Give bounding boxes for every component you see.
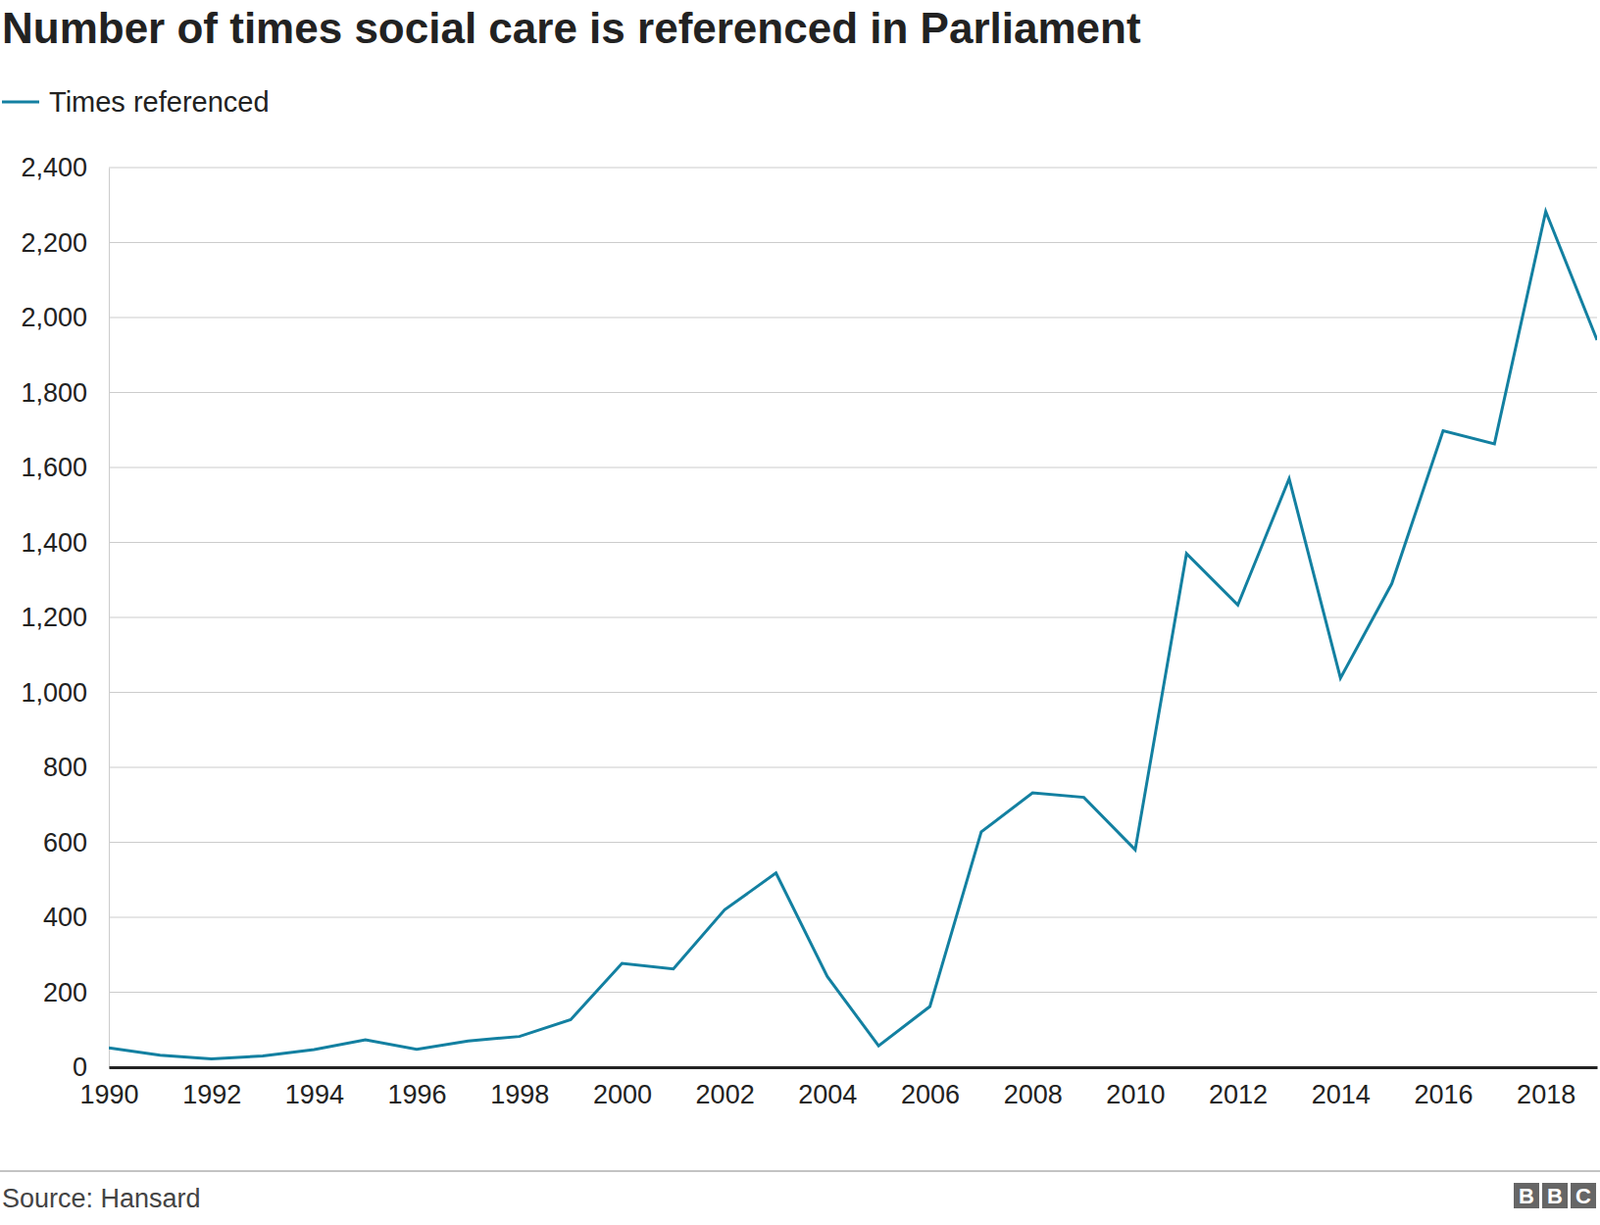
x-tick: 2006 — [900, 1067, 960, 1110]
footer-rule — [0, 1171, 1600, 1173]
y-tick-label: 2,000 — [20, 302, 88, 333]
legend: Times referenced — [1, 86, 270, 118]
y-tick: 1,400 — [20, 528, 109, 558]
grid-line — [108, 842, 1598, 844]
y-tick: 2,400 — [20, 152, 109, 183]
x-axis-line — [109, 1066, 1599, 1070]
y-tick-label: 1,800 — [20, 378, 88, 408]
grid-line — [108, 242, 1598, 244]
y-tick-label: 200 — [43, 978, 88, 1008]
grid-line — [108, 167, 1598, 169]
x-tick: 1996 — [388, 1067, 448, 1110]
y-tick: 600 — [43, 828, 109, 858]
logo-box — [1513, 1183, 1540, 1209]
x-tick-label: 2014 — [1311, 1080, 1371, 1110]
grid-line — [108, 392, 1598, 394]
legend-label: Times referenced — [49, 86, 270, 118]
grid-line — [108, 992, 1598, 994]
data-line — [108, 211, 1598, 1060]
y-tick: 2,000 — [20, 302, 109, 333]
grid-line — [108, 317, 1598, 319]
x-tick-label: 1996 — [388, 1080, 448, 1110]
x-tick-label: 2016 — [1413, 1080, 1473, 1110]
y-tick: 1,000 — [20, 678, 109, 708]
grid-line — [108, 692, 1598, 694]
chart: Number of times social care is reference… — [0, 0, 1600, 1225]
grid-line — [108, 767, 1598, 769]
y-tick-label: 0 — [72, 1052, 88, 1083]
x-tick-label: 2006 — [900, 1080, 960, 1110]
y-tick: 800 — [43, 752, 109, 783]
logo: BBC — [1513, 1183, 1597, 1209]
grid-line — [108, 1067, 1598, 1069]
y-axis: 0 200 400 600 800 1,000 1,200 1,400 1,600 1,800 2,… — [20, 152, 109, 1083]
x-tick: 2008 — [1003, 1067, 1063, 1110]
y-tick: 1,200 — [20, 602, 109, 633]
y-tick: 200 — [43, 978, 109, 1008]
y-tick-label: 600 — [43, 828, 88, 858]
x-tick-label: 1994 — [285, 1080, 345, 1110]
x-tick-label: 2008 — [1003, 1080, 1063, 1110]
logo-box — [1570, 1183, 1597, 1209]
y-tick-label: 1,000 — [20, 678, 88, 708]
y-axis-line — [108, 168, 110, 1069]
y-tick-label: 1,400 — [20, 528, 88, 558]
y-tick-label: 2,200 — [20, 228, 88, 258]
x-tick-label: 2018 — [1516, 1080, 1576, 1110]
x-tick-label: 1992 — [182, 1080, 242, 1110]
x-tick: 1992 — [182, 1067, 242, 1110]
x-tick-label: 2010 — [1105, 1080, 1165, 1110]
x-tick: 1990 — [79, 1067, 139, 1110]
y-tick: 2,200 — [20, 228, 109, 258]
x-tick: 2004 — [798, 1067, 857, 1110]
x-tick-label: 2000 — [593, 1080, 652, 1110]
x-tick: 2010 — [1105, 1067, 1165, 1110]
y-tick: 1,800 — [20, 378, 109, 408]
x-tick-label: 2004 — [798, 1080, 857, 1110]
x-tick: 1998 — [490, 1067, 550, 1110]
grid-line — [108, 917, 1598, 919]
x-tick: 2014 — [1311, 1067, 1371, 1110]
title: Number of times social care is reference… — [1, 3, 1142, 52]
grid — [108, 167, 1598, 1068]
x-tick: 2002 — [696, 1067, 755, 1110]
y-tick: 0 — [72, 1052, 109, 1083]
x-tick: 2016 — [1413, 1067, 1473, 1110]
x-tick: 2012 — [1208, 1067, 1268, 1110]
x-tick: 2018 — [1516, 1067, 1576, 1110]
x-tick-label: 2002 — [696, 1080, 755, 1110]
x-tick-label: 2012 — [1208, 1080, 1268, 1110]
grid-line — [108, 467, 1598, 469]
y-tick: 1,600 — [20, 452, 109, 483]
y-tick-label: 1,200 — [20, 602, 88, 633]
logo-box — [1542, 1183, 1568, 1209]
grid-line — [108, 542, 1598, 544]
y-tick: 400 — [43, 902, 109, 933]
y-tick-label: 400 — [43, 902, 88, 933]
x-axis: 1990 1992 1994 1996 1998 2000 2002 2004 2006 2008… — [79, 1067, 1598, 1110]
x-tick: 2000 — [593, 1067, 652, 1110]
y-tick-label: 1,600 — [20, 452, 88, 483]
x-tick-label: 1990 — [79, 1080, 139, 1110]
plot-area — [108, 211, 1598, 1060]
x-tick-label: 1998 — [490, 1080, 550, 1110]
y-tick-label: 800 — [43, 752, 88, 783]
x-tick: 1994 — [285, 1067, 345, 1110]
source: Source: Hansard — [1, 1184, 201, 1214]
logo-text: BBC — [1518, 1184, 1592, 1209]
legend-swatch — [1, 100, 40, 104]
y-tick-label: 2,400 — [20, 152, 88, 183]
